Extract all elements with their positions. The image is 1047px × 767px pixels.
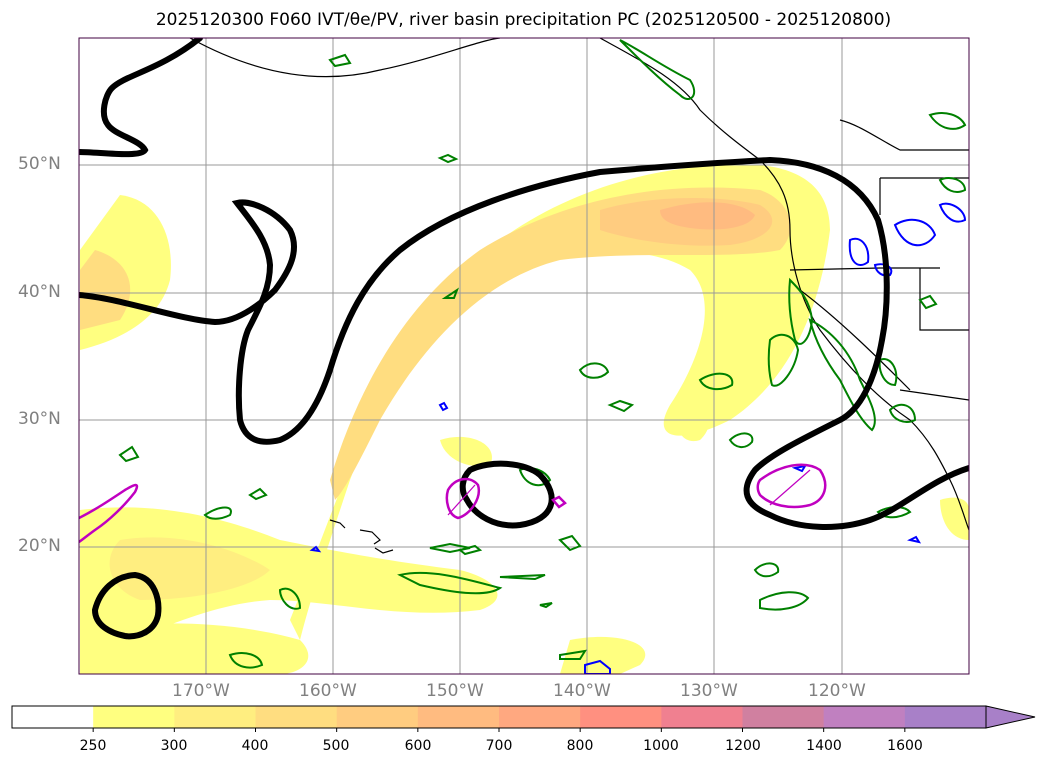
lon-label-170w: 170°W	[172, 681, 230, 701]
lon-label-120w: 120°W	[808, 681, 866, 701]
colorbar-cell	[580, 706, 662, 728]
colorbar-label: 700	[485, 738, 513, 754]
lon-label-140w: 140°W	[553, 681, 611, 701]
colorbar-label: 600	[404, 738, 432, 754]
colorbar-extend-arrow	[985, 705, 1036, 729]
ivt-shading	[80, 164, 969, 674]
gridlines	[79, 38, 969, 674]
colorbar	[11, 705, 1036, 732]
lon-label-150w: 150°W	[426, 681, 484, 701]
lon-label-130w: 130°W	[680, 681, 738, 701]
colorbar-label: 250	[79, 738, 107, 754]
colorbar-label: 400	[241, 738, 269, 754]
colorbar-label: 800	[566, 738, 594, 754]
colorbar-cell	[93, 706, 175, 728]
colorbar-cell	[417, 706, 500, 728]
lon-label-160w: 160°W	[299, 681, 357, 701]
colorbar-label: 1200	[725, 738, 761, 754]
colorbar-cell	[823, 706, 906, 728]
colorbar-cell	[499, 706, 581, 728]
coastlines	[189, 38, 969, 554]
map-frame	[78, 37, 970, 675]
map-title: 2025120300 F060 IVT/θe/PV, river basin p…	[155, 10, 892, 30]
colorbar-cell	[12, 706, 94, 728]
colorbar-label: 1000	[643, 738, 679, 754]
colorbar-label: 300	[160, 738, 188, 754]
lat-label-30n: 30°N	[18, 409, 61, 429]
lat-label-40n: 40°N	[18, 282, 61, 302]
colorbar-cell	[904, 706, 987, 728]
colorbar-label: 500	[322, 738, 350, 754]
colorbar-cell	[336, 706, 419, 728]
colorbar-label: 1400	[806, 738, 842, 754]
pv-contours	[79, 463, 827, 544]
colorbar-cell	[174, 706, 256, 728]
colorbar-label: 1600	[887, 738, 923, 754]
colorbar-cell	[742, 706, 825, 728]
lat-label-50n: 50°N	[18, 154, 61, 174]
colorbar-cell	[255, 706, 338, 728]
precip-green-contours	[118, 39, 967, 669]
theta-e-contours	[79, 38, 969, 640]
lat-label-20n: 20°N	[18, 536, 61, 556]
colorbar-cell	[661, 706, 743, 728]
